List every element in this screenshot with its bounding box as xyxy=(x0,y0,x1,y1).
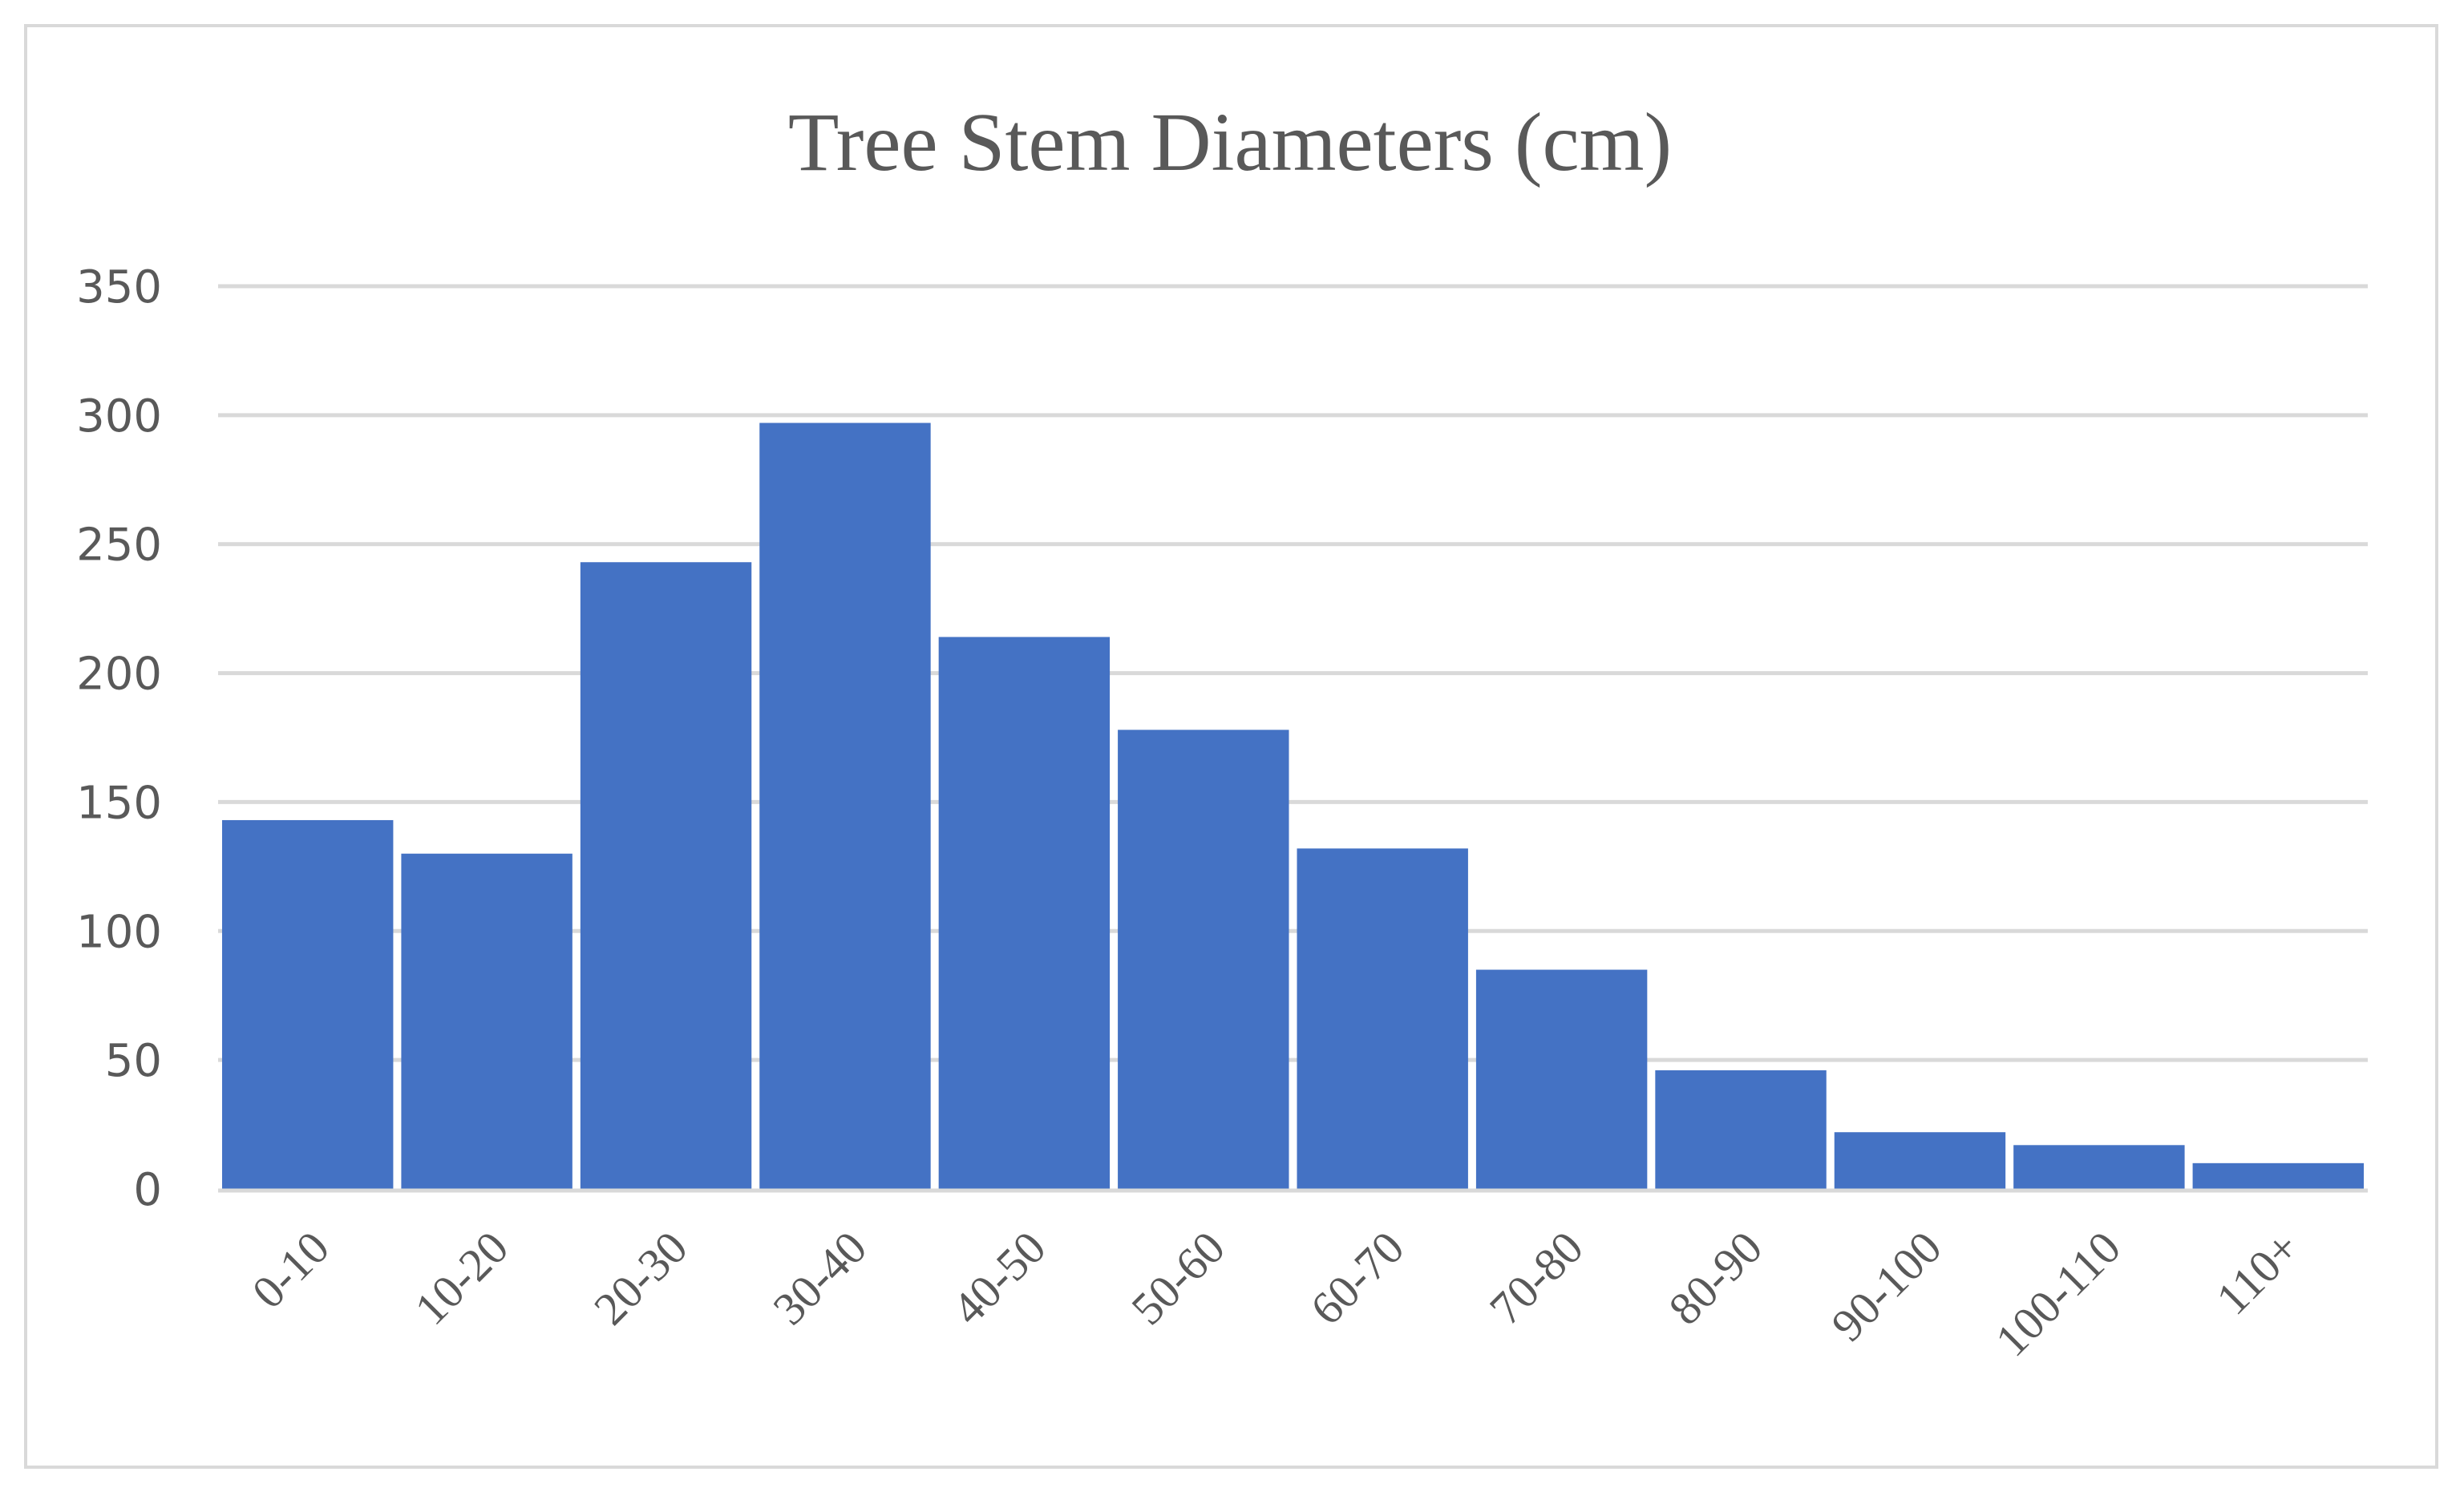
bar-110+ xyxy=(2192,1162,2364,1189)
y-axis-ticks: 0 50 100 150 200 250 300 350 xyxy=(76,261,162,1216)
y-tick-label: 100 xyxy=(76,906,162,958)
y-tick-label: 0 xyxy=(133,1164,162,1216)
y-tick-label: 50 xyxy=(105,1035,162,1087)
x-tick-label: 90-100 xyxy=(1821,1221,1951,1351)
x-tick-label: 40-50 xyxy=(942,1221,1056,1335)
y-tick-label: 350 xyxy=(76,261,162,313)
y-tick-label: 200 xyxy=(76,649,162,701)
y-tick-label: 300 xyxy=(76,390,162,443)
bar-50-60 xyxy=(1118,730,1289,1189)
x-tick-label: 80-90 xyxy=(1659,1221,1773,1335)
bar-80-90 xyxy=(1655,1070,1827,1189)
gridlines xyxy=(218,284,2368,1062)
bar-0-10 xyxy=(222,819,394,1189)
x-tick-label: 60-70 xyxy=(1301,1221,1414,1335)
bar-10-20 xyxy=(401,853,573,1189)
bars xyxy=(222,423,2364,1189)
x-tick-label: 100-110 xyxy=(1985,1221,2130,1366)
x-tick-label: 10-20 xyxy=(405,1221,519,1335)
bar-100-110 xyxy=(2013,1145,2185,1189)
x-tick-label: 0-10 xyxy=(242,1221,339,1318)
x-tick-label: 30-40 xyxy=(763,1221,876,1335)
y-tick-label: 250 xyxy=(76,520,162,572)
x-tick-label: 110+ xyxy=(2206,1221,2309,1324)
x-tick-label: 70-80 xyxy=(1479,1221,1593,1335)
bar-30-40 xyxy=(759,423,931,1189)
y-tick-label: 150 xyxy=(76,777,162,829)
chart-title: Tree Stem Diameters (cm) xyxy=(788,96,1672,188)
x-tick-label: 50-60 xyxy=(1121,1221,1235,1335)
x-tick-label: 20-30 xyxy=(584,1221,698,1335)
bar-70-80 xyxy=(1475,969,1648,1189)
bar-60-70 xyxy=(1297,848,1468,1189)
x-axis-ticks: 0-10 10-20 20-30 30-40 40-50 50-60 60-70 70-80 8… xyxy=(242,1221,2310,1366)
bar-40-50 xyxy=(938,637,1111,1189)
bar-90-100 xyxy=(1834,1132,2006,1189)
bar-20-30 xyxy=(580,562,752,1189)
